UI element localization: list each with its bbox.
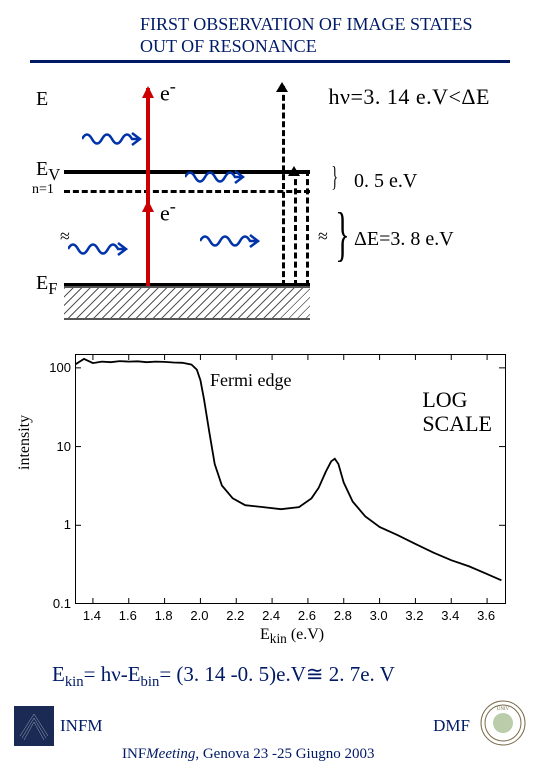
label-gap: 0. 5 e.V bbox=[354, 170, 417, 193]
energy-diagram: E EV n=1 EF e- e- hν=3. 14 e.V<ΔE 0. 5 e… bbox=[20, 70, 520, 320]
xtick-label: 2.8 bbox=[334, 608, 352, 623]
e2-sup: - bbox=[170, 196, 176, 216]
squiggle-2 bbox=[185, 168, 245, 184]
chart-right-border bbox=[505, 354, 506, 604]
approx-right bbox=[310, 230, 336, 244]
hatch-region bbox=[64, 286, 310, 320]
eq-rhs: = (3. 14 -0. 5)e.V≅ 2. 7e. V bbox=[159, 662, 395, 686]
label-EV-main: E bbox=[36, 158, 48, 180]
xtick-label: 1.6 bbox=[119, 608, 137, 623]
label-EF-main: E bbox=[36, 272, 48, 294]
label-E: E bbox=[36, 88, 48, 111]
xlabel-unit: (e.V) bbox=[287, 626, 324, 643]
footer-meeting: INFMeeting, Genova 23 -25 Giugno 2003 bbox=[122, 746, 374, 763]
xtick-label: 3.4 bbox=[441, 608, 459, 623]
xtick-label: 1.8 bbox=[155, 608, 173, 623]
e2-main: e bbox=[160, 200, 170, 225]
xtick-label: 3.6 bbox=[477, 608, 495, 623]
xtick-label: 2.0 bbox=[190, 608, 208, 623]
ytick-label: 100 bbox=[49, 360, 71, 375]
xlabel-main: E bbox=[260, 626, 270, 643]
red-arrow-2 bbox=[146, 202, 150, 286]
eq-mid: = hν-E bbox=[84, 662, 141, 686]
n1-dashed bbox=[64, 190, 310, 193]
label-hnu: hν=3. 14 e.V<ΔE bbox=[329, 84, 491, 110]
footer-right: DMF bbox=[433, 716, 470, 736]
brace-gap: } bbox=[331, 162, 338, 194]
squiggle-4 bbox=[200, 232, 260, 248]
dashed-arrow1 bbox=[282, 86, 285, 286]
squiggle-1 bbox=[82, 130, 142, 146]
xlabel: Ekin (e.V) bbox=[260, 626, 324, 647]
meeting-rest: , Genova 23 -25 Giugno 2003 bbox=[195, 746, 374, 762]
footer-left: INFM bbox=[60, 716, 103, 736]
equation: Ekin= hν-Ebin= (3. 14 -0. 5)e.V≅ 2. 7e. … bbox=[52, 662, 395, 691]
xtick-label: 1.4 bbox=[83, 608, 101, 623]
label-EF: EF bbox=[36, 272, 57, 299]
meeting-italic: Meeting bbox=[146, 746, 195, 762]
ytick-label: 0.1 bbox=[53, 596, 71, 611]
dashed-vert bbox=[306, 170, 309, 286]
chart-svg bbox=[75, 354, 505, 604]
slide-title: FIRST OBSERVATION OF IMAGE STATES OUT OF… bbox=[140, 14, 500, 57]
logo-infm bbox=[14, 706, 54, 746]
label-EV: EV bbox=[36, 158, 60, 185]
xtick-label: 2.6 bbox=[298, 608, 316, 623]
dashed-arrow1-head bbox=[276, 82, 288, 92]
eq-mid-sub: bin bbox=[141, 674, 160, 690]
title-line1: FIRST OBSERVATION OF IMAGE STATES bbox=[140, 14, 473, 34]
eq-E1-sub: kin bbox=[65, 674, 84, 690]
squiggle-3 bbox=[68, 240, 128, 256]
xtick-label: 2.2 bbox=[226, 608, 244, 623]
eq-E1: E bbox=[52, 662, 65, 686]
meeting-prefix: INF bbox=[122, 746, 146, 762]
title-line2: OUT OF RESONANCE bbox=[140, 36, 317, 56]
brace-deltaE: } bbox=[335, 204, 349, 264]
e1-sup: - bbox=[170, 76, 176, 96]
ylabel: intensity bbox=[16, 415, 34, 470]
label-n1: n=1 bbox=[32, 182, 54, 198]
spectrum-chart: intensity Fermi edge LOG SCALE Ekin (e.V… bbox=[20, 340, 520, 650]
xtick-label: 3.0 bbox=[370, 608, 388, 623]
e1-main: e bbox=[160, 80, 170, 105]
xtick-label: 3.2 bbox=[405, 608, 423, 623]
logo-dmf: UNIV bbox=[480, 700, 526, 746]
xlabel-sub: kin bbox=[270, 631, 287, 646]
label-e-minus-2: e- bbox=[160, 196, 176, 226]
label-EF-sub: F bbox=[48, 279, 57, 298]
label-deltaE: ΔE=3. 8 e.V bbox=[354, 228, 454, 251]
ytick-label: 10 bbox=[57, 439, 71, 454]
title-underline bbox=[30, 60, 510, 63]
label-e-minus-1: e- bbox=[160, 76, 176, 106]
dashed-arrow2 bbox=[294, 170, 297, 286]
svg-text:UNIV: UNIV bbox=[497, 707, 510, 712]
xtick-label: 2.4 bbox=[262, 608, 280, 623]
dashed-arrow2-head bbox=[288, 166, 300, 176]
ytick-label: 1 bbox=[64, 517, 71, 532]
